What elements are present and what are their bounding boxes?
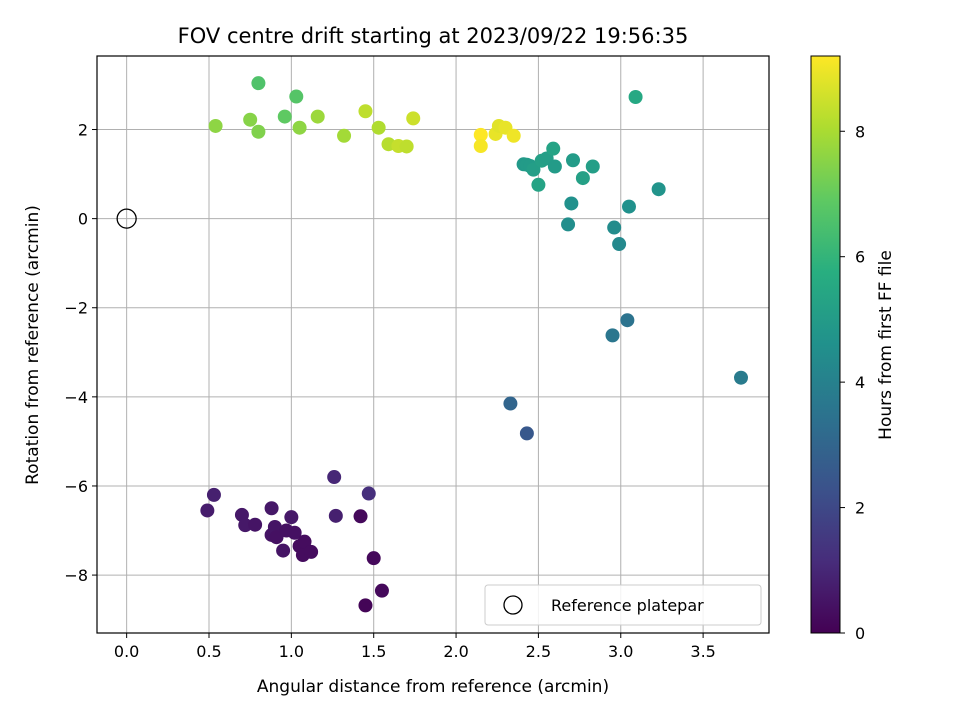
data-point bbox=[734, 370, 748, 385]
colorbar-ticks: 0 2 4 6 8 bbox=[840, 122, 865, 643]
data-point bbox=[200, 503, 215, 518]
data-point bbox=[251, 124, 266, 139]
data-point bbox=[289, 89, 304, 104]
data-point bbox=[399, 139, 414, 154]
y-tick-label: −6 bbox=[64, 477, 88, 496]
grid bbox=[97, 56, 769, 633]
data-point bbox=[243, 112, 258, 127]
colorbar-tick-label: 4 bbox=[855, 373, 865, 392]
data-point bbox=[575, 171, 590, 186]
data-point bbox=[622, 199, 636, 214]
data-point bbox=[519, 426, 534, 441]
x-tick-label: 0.5 bbox=[196, 642, 221, 661]
data-points bbox=[200, 76, 748, 613]
data-point bbox=[546, 141, 561, 156]
data-point bbox=[371, 120, 386, 135]
data-point bbox=[585, 159, 600, 174]
data-point bbox=[269, 530, 284, 545]
data-point bbox=[284, 510, 299, 525]
y-tick-label: −4 bbox=[64, 388, 88, 407]
data-point bbox=[248, 517, 263, 532]
data-point bbox=[264, 501, 279, 516]
data-point bbox=[406, 111, 421, 126]
data-point bbox=[328, 508, 343, 523]
legend-box bbox=[484, 584, 762, 626]
y-tick-label: −2 bbox=[64, 299, 88, 318]
data-point bbox=[561, 217, 576, 232]
data-point bbox=[292, 120, 307, 135]
x-tick-label: 2.5 bbox=[526, 642, 551, 661]
x-tick-label: 3.5 bbox=[690, 642, 715, 661]
colorbar-tick-label: 8 bbox=[855, 122, 865, 141]
colorbar-gradient bbox=[810, 55, 841, 634]
data-point bbox=[297, 534, 312, 549]
data-point bbox=[208, 118, 223, 133]
data-point bbox=[564, 196, 579, 211]
data-point bbox=[531, 177, 546, 192]
data-point bbox=[251, 76, 266, 91]
data-point bbox=[620, 313, 635, 328]
data-point bbox=[628, 89, 643, 104]
colorbar-tick-label: 2 bbox=[855, 499, 865, 518]
legend: Reference platepar bbox=[484, 584, 762, 626]
data-point bbox=[277, 109, 292, 124]
data-point bbox=[506, 128, 521, 143]
y-tick-label: 0 bbox=[78, 210, 88, 229]
data-point bbox=[605, 328, 620, 343]
reference-marker-group bbox=[116, 208, 137, 229]
colorbar-tick-label: 6 bbox=[855, 248, 865, 267]
data-point bbox=[238, 518, 253, 533]
data-point bbox=[473, 127, 488, 142]
x-tick-label: 1.5 bbox=[361, 642, 386, 661]
ticks: 0.0 0.5 1.0 1.5 2.0 2.5 3.0 3.5 −8 −6 −4 −2 0 2 bbox=[64, 121, 715, 661]
data-point bbox=[473, 139, 488, 154]
data-point bbox=[526, 162, 541, 177]
x-axis-label: Angular distance from reference (arcmin) bbox=[257, 677, 609, 697]
colorbar-label: Hours from first FF file bbox=[876, 250, 896, 440]
data-point bbox=[547, 159, 562, 174]
data-point bbox=[353, 509, 368, 524]
data-point bbox=[503, 396, 518, 411]
data-point bbox=[304, 544, 319, 559]
data-point bbox=[612, 237, 627, 252]
data-point bbox=[327, 470, 342, 485]
data-point bbox=[358, 104, 373, 119]
plot-frame bbox=[96, 55, 770, 634]
colorbar: 0 2 4 6 8 Hours from first FF file bbox=[810, 55, 896, 643]
data-point bbox=[337, 128, 352, 143]
data-point bbox=[310, 109, 325, 124]
data-point bbox=[358, 598, 373, 613]
chart-title: FOV centre drift starting at 2023/09/22 … bbox=[178, 24, 689, 48]
x-tick-label: 1.0 bbox=[279, 642, 304, 661]
data-point bbox=[206, 487, 221, 502]
data-point bbox=[287, 525, 302, 540]
y-tick-label: 2 bbox=[78, 121, 88, 140]
data-point bbox=[566, 153, 580, 168]
y-axis-label: Rotation from reference (arcmin) bbox=[23, 205, 43, 485]
x-tick-label: 3.0 bbox=[608, 642, 633, 661]
data-point bbox=[374, 583, 389, 598]
y-tick-label: −8 bbox=[64, 566, 88, 585]
reference-marker bbox=[116, 208, 137, 229]
data-point bbox=[276, 543, 291, 558]
legend-reference-marker bbox=[503, 595, 523, 615]
legend-label-reference: Reference platepar bbox=[551, 596, 704, 615]
data-point bbox=[366, 551, 381, 566]
x-tick-label: 2.0 bbox=[443, 642, 468, 661]
data-point bbox=[607, 220, 622, 235]
x-tick-label: 0.0 bbox=[114, 642, 139, 661]
colorbar-tick-label: 0 bbox=[855, 624, 865, 643]
data-point bbox=[651, 182, 666, 197]
data-point bbox=[361, 486, 376, 501]
